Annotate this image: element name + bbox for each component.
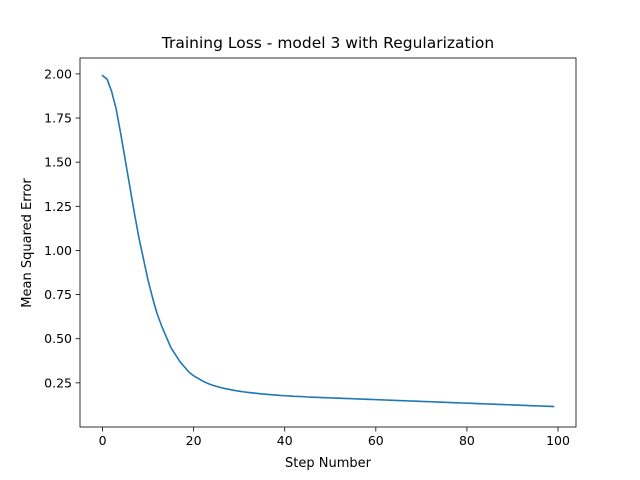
y-tick-label: 1.50 <box>44 155 72 170</box>
axis-ticks: 0 20 40 60 80 100 0.25 0.50 0.75 1.00 1.25 1.50 1.75… <box>44 66 570 448</box>
chart-title: Training Loss - model 3 with Regularizat… <box>161 34 494 52</box>
x-tick-label: 100 <box>546 433 570 448</box>
y-tick-label: 0.50 <box>44 331 72 346</box>
y-tick-label: 1.00 <box>44 243 72 258</box>
y-tick-label: 2.00 <box>44 66 72 81</box>
x-tick-label: 40 <box>277 433 293 448</box>
x-tick-label: 0 <box>99 433 107 448</box>
series-line-0 <box>101 74 555 408</box>
y-tick-label: 0.75 <box>44 287 72 302</box>
y-tick-label: 1.75 <box>44 111 72 126</box>
y-tick-label: 1.25 <box>44 199 72 214</box>
plot-area <box>101 74 555 408</box>
x-tick-label: 20 <box>186 433 202 448</box>
x-tick-label: 60 <box>368 433 384 448</box>
y-tick-label: 0.25 <box>44 375 72 390</box>
x-tick-label: 80 <box>459 433 475 448</box>
plot-frame <box>79 57 577 428</box>
x-axis-label: Step Number <box>285 456 372 471</box>
y-axis-label: Mean Squared Error <box>20 178 35 308</box>
